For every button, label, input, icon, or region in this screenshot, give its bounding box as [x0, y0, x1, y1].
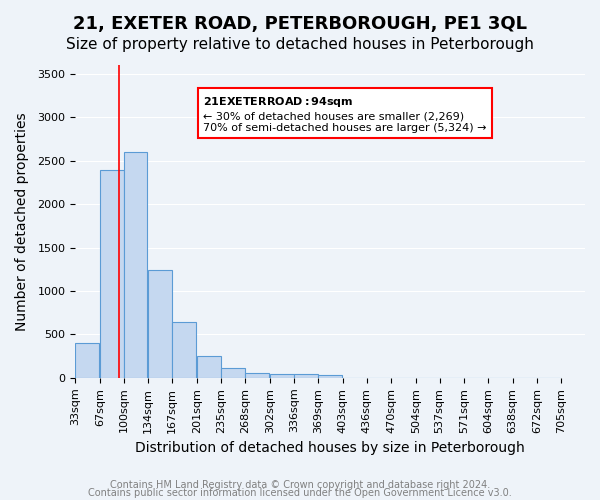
- Bar: [100, 170, 124, 378]
- X-axis label: Distribution of detached houses by size in Peterborough: Distribution of detached houses by size …: [135, 441, 525, 455]
- Bar: [294, 374, 318, 378]
- Y-axis label: Number of detached properties: Number of detached properties: [15, 112, 29, 331]
- Text: Contains public sector information licensed under the Open Government Licence v3: Contains public sector information licen…: [88, 488, 512, 498]
- Bar: [124, 152, 148, 378]
- Text: 21, EXETER ROAD, PETERBOROUGH, PE1 3QL: 21, EXETER ROAD, PETERBOROUGH, PE1 3QL: [73, 15, 527, 33]
- Bar: [148, 270, 172, 378]
- Bar: [245, 372, 269, 378]
- Bar: [197, 356, 221, 378]
- Bar: [318, 376, 342, 378]
- Bar: [221, 368, 245, 378]
- Bar: [270, 374, 293, 378]
- Bar: [172, 322, 196, 378]
- Text: Contains HM Land Registry data © Crown copyright and database right 2024.: Contains HM Land Registry data © Crown c…: [110, 480, 490, 490]
- Text: $\bf{21 EXETER ROAD: 94sqm}$
← 30% of detached houses are smaller (2,269)
70% of: $\bf{21 EXETER ROAD: 94sqm}$ ← 30% of de…: [203, 96, 487, 132]
- Bar: [75, 343, 99, 378]
- Text: Size of property relative to detached houses in Peterborough: Size of property relative to detached ho…: [66, 38, 534, 52]
